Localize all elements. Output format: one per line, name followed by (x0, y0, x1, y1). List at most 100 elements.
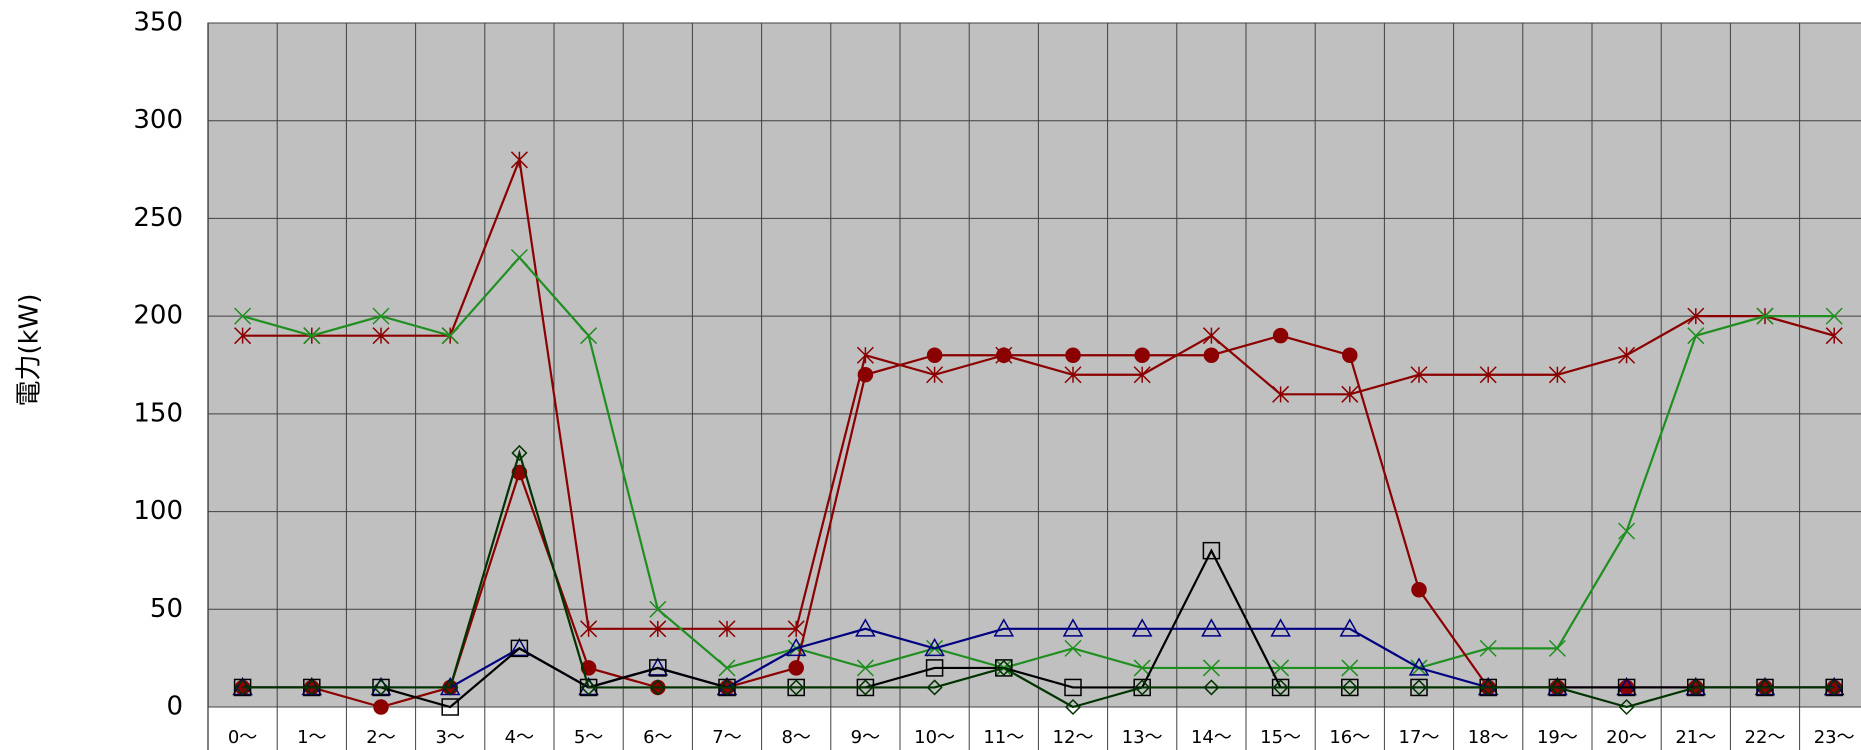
marker (510, 639, 529, 658)
series-line (242, 449, 1835, 709)
marker (856, 346, 874, 364)
marker (303, 679, 320, 696)
marker (303, 327, 321, 345)
marker (1480, 679, 1497, 696)
marker (926, 366, 944, 384)
marker (1410, 366, 1428, 384)
marker (372, 307, 390, 325)
marker (441, 327, 459, 345)
marker (1687, 307, 1705, 325)
marker (1548, 639, 1566, 657)
x-tick-label: 22〜 (1745, 727, 1786, 748)
x-tick-label: 6〜 (643, 727, 672, 748)
x-tick-label: 12〜 (1053, 727, 1094, 748)
x-tick-label: 5〜 (574, 727, 603, 748)
x-tick-label: 20〜 (1606, 727, 1647, 748)
x-tick-label: 21〜 (1675, 727, 1716, 748)
x-tick-label: 3〜 (435, 727, 464, 748)
marker (1548, 366, 1566, 384)
marker (785, 637, 807, 657)
marker (511, 464, 528, 481)
marker (580, 620, 598, 638)
marker (855, 618, 876, 637)
category-row (207, 706, 1861, 750)
marker (1756, 679, 1774, 696)
marker (441, 698, 459, 716)
marker (1202, 327, 1220, 345)
y-tick-label: 350 (133, 8, 183, 38)
marker (857, 367, 874, 383)
y-tick-label: 100 (133, 496, 183, 526)
marker (372, 679, 390, 696)
marker (649, 620, 667, 638)
series-line (242, 155, 1835, 630)
marker (649, 659, 667, 677)
marker (788, 660, 804, 676)
marker (925, 659, 944, 677)
y-tick-label: 150 (133, 398, 183, 428)
marker (1479, 366, 1497, 384)
marker (1339, 618, 1361, 637)
marker (511, 444, 528, 462)
marker (510, 248, 528, 267)
y-tick-label: 50 (150, 594, 183, 624)
marker (1687, 327, 1705, 345)
x-tick-label: 15〜 (1260, 727, 1301, 748)
marker (1825, 307, 1843, 325)
marker (1825, 327, 1843, 345)
marker (1062, 618, 1084, 637)
marker (510, 151, 528, 169)
marker (926, 347, 943, 363)
marker (1202, 541, 1221, 560)
x-tick-label: 16〜 (1329, 727, 1370, 748)
x-tick-label: 4〜 (505, 727, 534, 748)
marker (924, 637, 945, 657)
marker (996, 347, 1012, 363)
marker (788, 679, 805, 696)
series-line (242, 255, 1835, 670)
marker (1341, 385, 1359, 403)
y-axis-label: 電力(kW) (15, 293, 45, 406)
marker (857, 679, 874, 696)
marker (1064, 366, 1082, 384)
marker (1134, 679, 1151, 696)
marker (649, 679, 666, 696)
marker (1203, 347, 1220, 363)
x-tick-label: 2〜 (366, 727, 395, 748)
marker (1341, 679, 1358, 696)
x-tick-label: 7〜 (712, 727, 741, 748)
marker (234, 327, 252, 345)
x-tick-label: 8〜 (781, 727, 810, 748)
marker (856, 659, 874, 677)
marker (1618, 698, 1635, 716)
marker (1131, 618, 1153, 637)
marker (1064, 678, 1082, 697)
marker (1202, 659, 1220, 677)
marker (787, 620, 805, 638)
marker (718, 659, 736, 677)
x-tick-label: 23〜 (1814, 727, 1855, 748)
y-tick-label: 300 (133, 105, 183, 135)
marker (1410, 679, 1428, 696)
marker (1272, 679, 1289, 696)
marker (1479, 639, 1497, 657)
marker (580, 679, 597, 696)
x-tick-label: 10〜 (914, 727, 955, 748)
marker (1133, 659, 1151, 677)
marker (1342, 347, 1358, 363)
marker (372, 327, 390, 345)
x-tick-label: 13〜 (1122, 727, 1163, 748)
marker (1618, 346, 1636, 364)
marker (1618, 522, 1636, 540)
marker (647, 657, 669, 676)
marker (1617, 678, 1636, 697)
y-tick-label: 0 (166, 692, 183, 722)
marker (718, 620, 736, 638)
marker (234, 307, 252, 325)
marker (1341, 659, 1359, 677)
marker (1134, 347, 1150, 363)
x-tick-label: 19〜 (1537, 727, 1578, 748)
marker (580, 327, 598, 345)
